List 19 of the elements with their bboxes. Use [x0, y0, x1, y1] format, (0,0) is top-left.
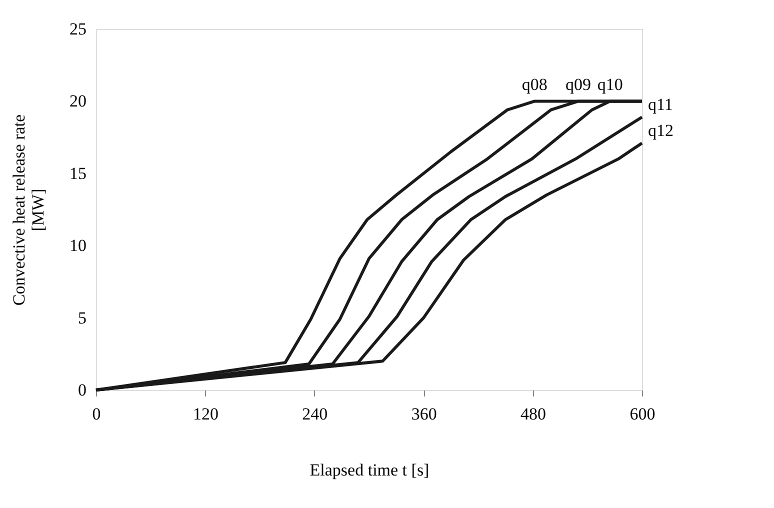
x-tick-label: 360	[411, 404, 437, 424]
x-axis-title: Elapsed time t [s]	[310, 460, 430, 480]
y-tick-label: 20	[70, 92, 86, 111]
series-label: q12	[648, 121, 674, 140]
series-label: q11	[648, 95, 673, 114]
x-tick-label: 600	[630, 404, 656, 424]
y-tick-label: 15	[70, 164, 86, 183]
series-label: q09	[566, 75, 592, 94]
x-tick-label: 0	[92, 404, 101, 424]
x-tick-label: 240	[302, 404, 328, 424]
y-axis-title: Convective heat release rate [MW]	[10, 114, 48, 306]
y-tick-label: 25	[70, 20, 86, 38]
series-label: q08	[522, 75, 548, 94]
series-label: q10	[597, 75, 623, 94]
y-tick-label: 10	[70, 236, 86, 256]
y-tick-label: 5	[78, 308, 86, 328]
y-tick-label: 0	[78, 380, 86, 400]
x-tick-label: 120	[192, 404, 218, 424]
x-tick-label: 480	[520, 404, 546, 424]
